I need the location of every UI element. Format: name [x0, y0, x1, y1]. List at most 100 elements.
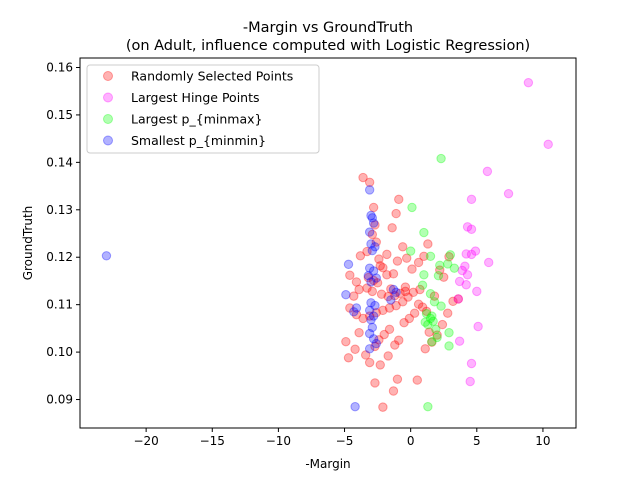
data-point: [429, 291, 440, 301]
data-point: [523, 77, 534, 88]
data-point: [409, 308, 420, 318]
data-point: [390, 340, 400, 350]
y-axis: 0.09 0.10 0.11 0.12 0.13 0.14 0.15 0.16: [46, 60, 80, 407]
data-point: [435, 265, 445, 275]
data-point: [366, 315, 376, 325]
data-point: [429, 297, 440, 307]
data-point: [364, 185, 375, 195]
data-point: [448, 296, 458, 307]
data-point: [461, 249, 471, 259]
data-point: [402, 253, 412, 263]
data-point: [349, 307, 359, 317]
data-point: [367, 213, 378, 223]
data-point: [386, 295, 396, 305]
plot-frame: [79, 57, 577, 429]
legend-label: Randomly Selected Points: [131, 69, 293, 84]
x-tick-label: 10: [535, 434, 550, 448]
legend-marker: [103, 114, 113, 124]
data-point: [445, 250, 456, 260]
data-point: [372, 278, 383, 288]
data-point: [482, 166, 493, 177]
data-point: [462, 270, 473, 280]
data-point: [394, 335, 404, 345]
data-point: [362, 246, 372, 257]
data-point: [408, 287, 419, 298]
data-point: [364, 328, 375, 339]
data-point: [363, 271, 374, 281]
data-point: [427, 311, 437, 321]
data-point: [466, 249, 477, 260]
data-point: [351, 277, 362, 287]
data-point: [354, 284, 364, 295]
data-point: [419, 227, 429, 238]
data-point: [341, 290, 351, 300]
data-point: [443, 308, 453, 318]
data-point: [432, 330, 442, 340]
data-point: [443, 259, 453, 269]
data-point: [382, 270, 392, 280]
data-point: [351, 309, 362, 320]
data-point: [444, 341, 454, 351]
data-point: [454, 276, 465, 287]
data-point: [427, 336, 437, 347]
data-point: [432, 332, 442, 343]
data-point: [350, 344, 360, 354]
data-point: [394, 194, 404, 205]
y-axis-label: GroundTruth: [21, 206, 35, 281]
data-point: [457, 265, 467, 276]
y-tick-label: 0.11: [46, 298, 73, 312]
data-point: [444, 327, 454, 338]
data-point: [392, 256, 403, 266]
x-axis: −20 −15 −10 −5 0 5 10: [133, 428, 551, 448]
data-point: [368, 334, 379, 344]
data-point: [367, 245, 378, 256]
data-point: [367, 322, 378, 333]
data-point: [371, 237, 381, 247]
data-point: [398, 297, 408, 307]
data-point: [453, 294, 463, 304]
data-point: [470, 246, 481, 256]
data-point: [364, 357, 375, 368]
data-point: [368, 202, 379, 213]
data-point: [427, 337, 437, 347]
data-point: [364, 344, 375, 354]
data-point: [370, 378, 380, 388]
data-point: [364, 305, 375, 316]
y-tick-label: 0.14: [46, 155, 73, 169]
data-point: [425, 289, 436, 299]
y-tick-label: 0.10: [46, 345, 73, 359]
data-point: [364, 227, 375, 237]
data-point: [436, 301, 446, 311]
chart-title: -Margin vs GroundTruth: [243, 20, 413, 36]
data-point: [391, 300, 401, 311]
data-point: [423, 239, 433, 249]
data-point: [382, 249, 392, 260]
data-point: [391, 208, 401, 219]
data-point: [433, 271, 444, 281]
data-point: [405, 246, 416, 256]
data-point: [407, 264, 417, 274]
data-point: [349, 291, 359, 301]
data-point: [390, 290, 400, 301]
data-point: [421, 308, 432, 319]
data-point: [462, 222, 473, 232]
data-point: [371, 308, 381, 318]
x-tick-label: −20: [133, 434, 158, 448]
data-point: [378, 262, 388, 273]
data-point: [466, 224, 477, 234]
data-point: [366, 210, 376, 221]
data-point: [368, 218, 379, 228]
data-point: [368, 311, 379, 321]
data-point: [345, 303, 355, 313]
x-tick-label: −15: [200, 434, 225, 448]
data-point: [425, 313, 436, 324]
data-point: [383, 351, 393, 361]
data-point: [400, 286, 411, 297]
data-point: [371, 273, 381, 283]
data-point: [370, 220, 380, 230]
x-tick-label: −10: [266, 434, 291, 448]
data-point: [383, 291, 393, 302]
data-points: [101, 77, 553, 412]
data-point: [364, 311, 375, 321]
